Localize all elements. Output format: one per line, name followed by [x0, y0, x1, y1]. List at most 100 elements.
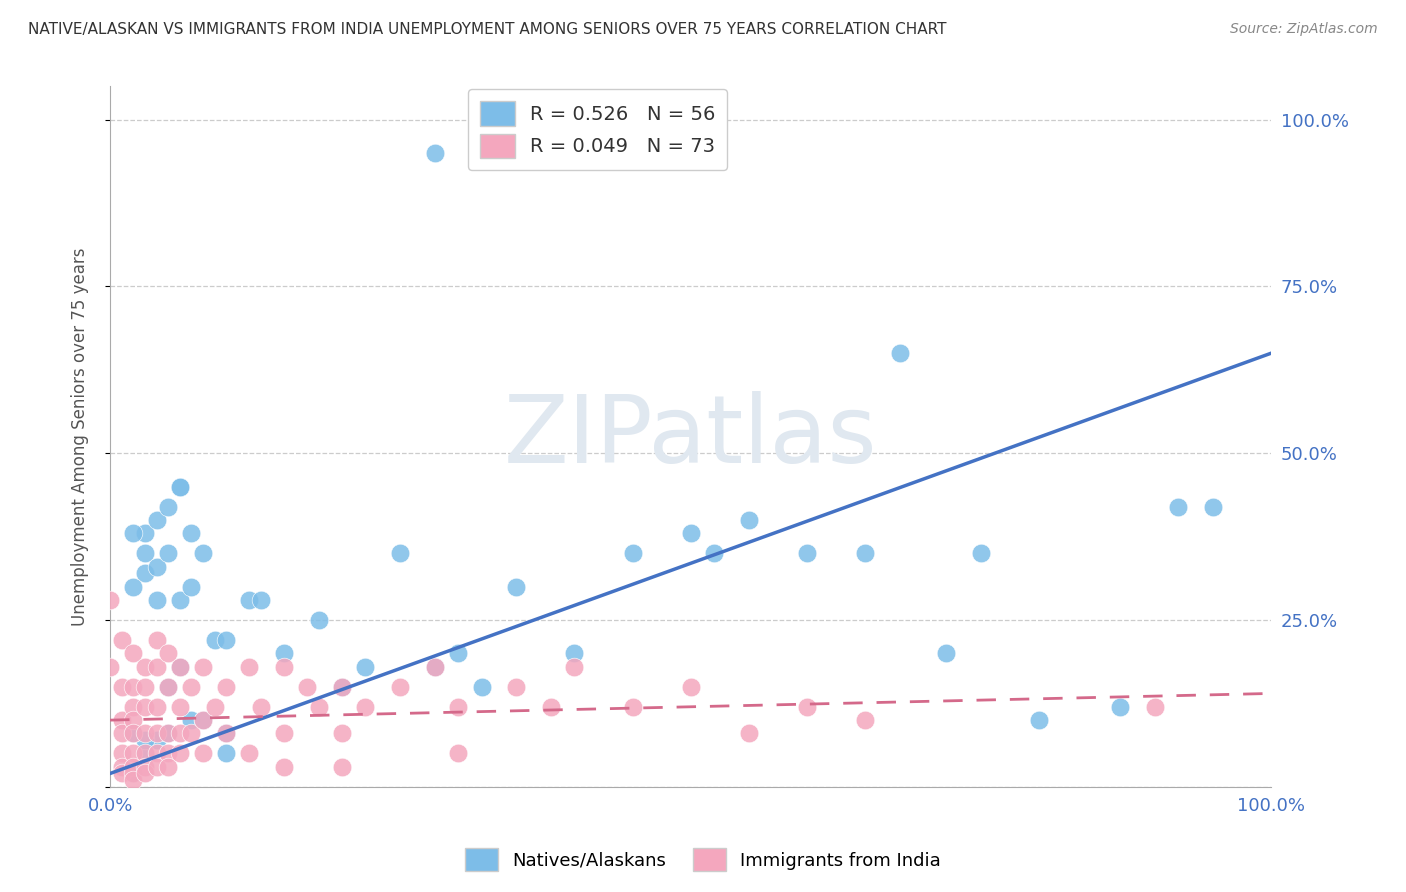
- Point: [157, 726, 180, 740]
- Point: [238, 747, 260, 761]
- Point: [215, 726, 238, 740]
- Point: [796, 699, 818, 714]
- Point: [122, 766, 145, 780]
- Point: [564, 647, 586, 661]
- Point: [122, 726, 145, 740]
- Y-axis label: Unemployment Among Seniors over 75 years: Unemployment Among Seniors over 75 years: [72, 247, 89, 626]
- Point: [737, 726, 759, 740]
- Point: [169, 480, 191, 494]
- Point: [111, 680, 134, 694]
- Point: [935, 647, 957, 661]
- Point: [215, 726, 238, 740]
- Point: [273, 647, 295, 661]
- Point: [111, 633, 134, 648]
- Point: [273, 760, 295, 774]
- Point: [111, 726, 134, 740]
- Point: [273, 726, 295, 740]
- Text: NATIVE/ALASKAN VS IMMIGRANTS FROM INDIA UNEMPLOYMENT AMONG SENIORS OVER 75 YEARS: NATIVE/ALASKAN VS IMMIGRANTS FROM INDIA …: [28, 22, 946, 37]
- Point: [145, 726, 167, 740]
- Point: [1202, 500, 1225, 514]
- Point: [122, 773, 145, 788]
- Point: [471, 680, 494, 694]
- Point: [122, 699, 145, 714]
- Point: [238, 659, 260, 673]
- Point: [273, 659, 295, 673]
- Point: [425, 146, 447, 161]
- Point: [122, 713, 145, 727]
- Point: [169, 593, 191, 607]
- Point: [703, 546, 725, 560]
- Point: [169, 747, 191, 761]
- Point: [540, 699, 562, 714]
- Point: [250, 593, 273, 607]
- Point: [122, 760, 145, 774]
- Point: [157, 680, 180, 694]
- Point: [447, 747, 470, 761]
- Point: [621, 546, 644, 560]
- Point: [157, 760, 180, 774]
- Point: [180, 713, 202, 727]
- Point: [505, 580, 527, 594]
- Point: [621, 699, 644, 714]
- Point: [354, 659, 377, 673]
- Point: [308, 699, 330, 714]
- Legend: R = 0.526   N = 56, R = 0.049   N = 73: R = 0.526 N = 56, R = 0.049 N = 73: [468, 89, 727, 170]
- Point: [204, 699, 226, 714]
- Point: [180, 580, 202, 594]
- Point: [737, 513, 759, 527]
- Point: [134, 546, 156, 560]
- Point: [111, 760, 134, 774]
- Point: [145, 559, 167, 574]
- Point: [134, 726, 156, 740]
- Point: [145, 659, 167, 673]
- Point: [180, 726, 202, 740]
- Point: [389, 680, 412, 694]
- Point: [169, 659, 191, 673]
- Point: [145, 699, 167, 714]
- Point: [180, 680, 202, 694]
- Point: [169, 480, 191, 494]
- Point: [145, 513, 167, 527]
- Point: [889, 346, 911, 360]
- Point: [1143, 699, 1166, 714]
- Point: [180, 526, 202, 541]
- Point: [145, 633, 167, 648]
- Point: [134, 747, 156, 761]
- Point: [169, 699, 191, 714]
- Point: [204, 633, 226, 648]
- Point: [389, 546, 412, 560]
- Point: [134, 699, 156, 714]
- Point: [134, 526, 156, 541]
- Point: [796, 546, 818, 560]
- Point: [425, 659, 447, 673]
- Point: [169, 726, 191, 740]
- Point: [215, 747, 238, 761]
- Text: Source: ZipAtlas.com: Source: ZipAtlas.com: [1230, 22, 1378, 37]
- Point: [157, 680, 180, 694]
- Point: [191, 546, 214, 560]
- Point: [191, 713, 214, 727]
- Point: [191, 747, 214, 761]
- Point: [1109, 699, 1132, 714]
- Legend: Natives/Alaskans, Immigrants from India: Natives/Alaskans, Immigrants from India: [458, 841, 948, 879]
- Point: [98, 659, 121, 673]
- Point: [215, 633, 238, 648]
- Point: [122, 747, 145, 761]
- Point: [122, 526, 145, 541]
- Text: ZIPatlas: ZIPatlas: [503, 391, 877, 483]
- Point: [250, 699, 273, 714]
- Point: [447, 647, 470, 661]
- Point: [970, 546, 993, 560]
- Point: [238, 593, 260, 607]
- Point: [134, 733, 156, 747]
- Point: [134, 766, 156, 780]
- Point: [330, 680, 353, 694]
- Point: [853, 713, 876, 727]
- Point: [145, 733, 167, 747]
- Point: [111, 766, 134, 780]
- Point: [122, 766, 145, 780]
- Point: [1028, 713, 1050, 727]
- Point: [447, 699, 470, 714]
- Point: [134, 747, 156, 761]
- Point: [122, 680, 145, 694]
